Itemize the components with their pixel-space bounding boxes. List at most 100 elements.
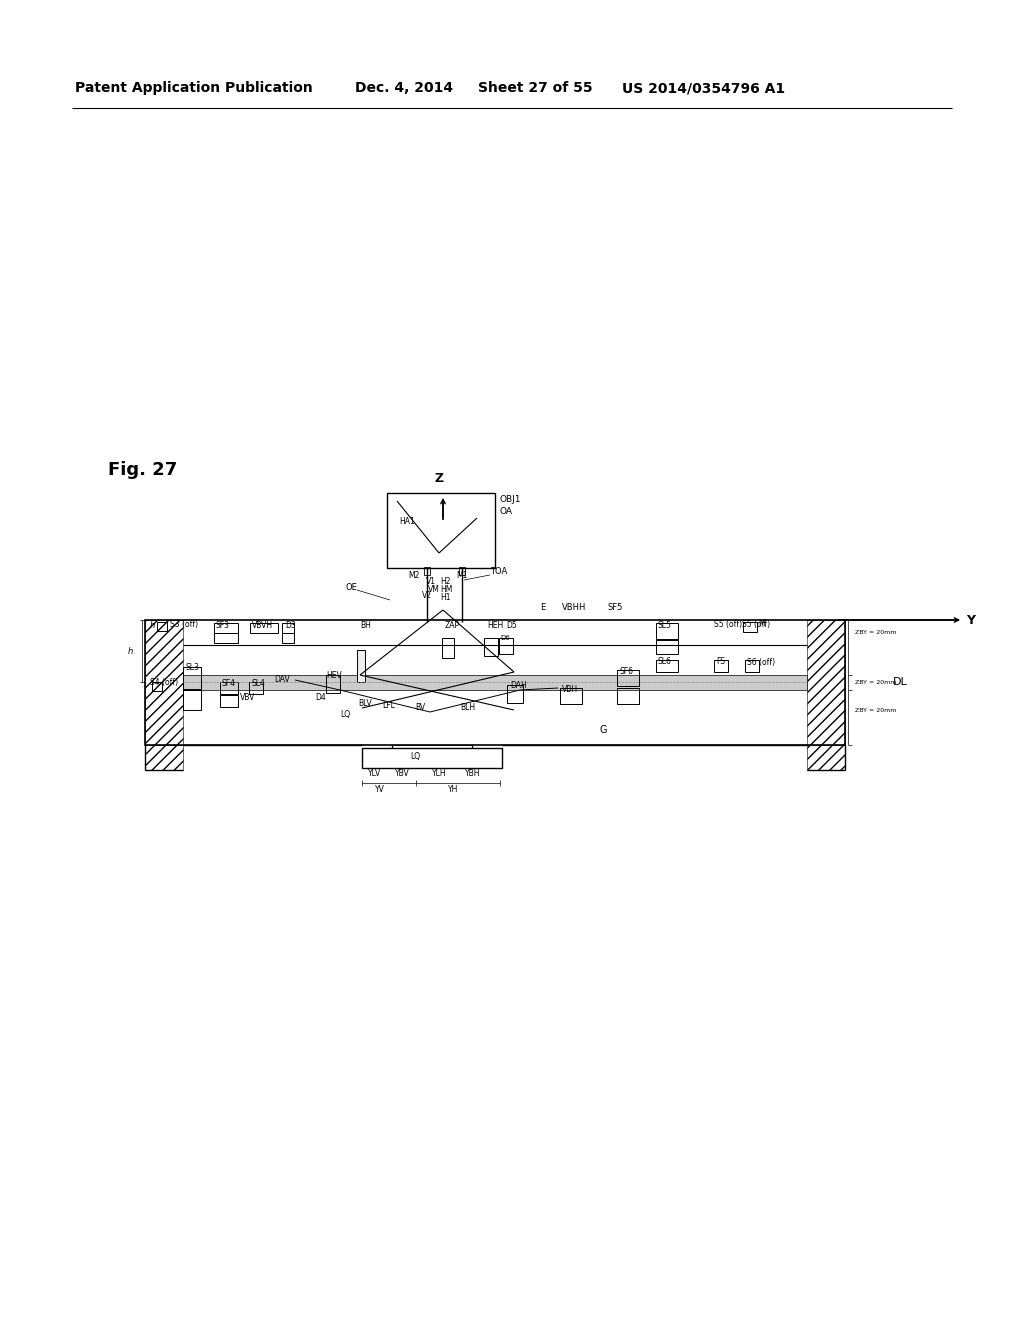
Text: VBVH: VBVH: [252, 620, 273, 630]
Bar: [459, 568, 465, 576]
Text: SF6: SF6: [618, 667, 633, 676]
Text: LQ: LQ: [410, 751, 420, 760]
Text: S5 (off): S5 (off): [742, 619, 770, 628]
Text: h: h: [150, 620, 156, 630]
Text: S6 (off): S6 (off): [746, 657, 775, 667]
Text: H2: H2: [440, 578, 451, 586]
Text: OBJ1: OBJ1: [499, 495, 520, 503]
Bar: [183, 675, 807, 690]
Text: DAV: DAV: [274, 676, 290, 685]
Text: SL4: SL4: [251, 678, 265, 688]
Text: h: h: [127, 647, 133, 656]
Text: Dec. 4, 2014: Dec. 4, 2014: [355, 81, 454, 95]
Text: SL3: SL3: [185, 664, 199, 672]
Text: SF5: SF5: [608, 602, 624, 611]
Bar: [656, 660, 678, 672]
Text: FS: FS: [716, 657, 725, 667]
Text: Sheet 27 of 55: Sheet 27 of 55: [478, 81, 593, 95]
Text: YBV: YBV: [395, 768, 410, 777]
Text: SF4: SF4: [222, 678, 236, 688]
Bar: [714, 660, 728, 672]
Text: D4: D4: [315, 693, 326, 702]
Bar: [424, 568, 430, 576]
Bar: [183, 667, 201, 689]
Text: YV: YV: [375, 785, 385, 795]
Bar: [656, 640, 678, 653]
Text: SL6: SL6: [658, 657, 672, 667]
Text: SF3: SF3: [216, 620, 230, 630]
Bar: [214, 634, 238, 643]
Text: M2: M2: [408, 570, 420, 579]
Text: Fig. 27: Fig. 27: [108, 461, 177, 479]
Text: DAH: DAH: [510, 681, 526, 690]
Text: VM: VM: [428, 586, 440, 594]
Text: OA: OA: [499, 507, 512, 516]
Text: M1: M1: [456, 570, 467, 579]
Bar: [220, 696, 238, 708]
Text: YH: YH: [449, 785, 459, 795]
Text: US 2014/0354796 A1: US 2014/0354796 A1: [622, 81, 785, 95]
Text: ZBY = 20mm: ZBY = 20mm: [855, 681, 896, 685]
Bar: [249, 682, 263, 694]
Text: HM: HM: [440, 585, 453, 594]
Text: ZAP: ZAP: [445, 620, 460, 630]
Bar: [745, 660, 759, 672]
Text: VBH: VBH: [562, 685, 579, 693]
Bar: [220, 682, 238, 694]
Text: SL5: SL5: [658, 620, 672, 630]
Text: YLV: YLV: [368, 768, 381, 777]
Text: S3 (off): S3 (off): [170, 619, 198, 628]
Text: S5 (off): S5 (off): [714, 619, 742, 628]
Text: HEV: HEV: [326, 672, 342, 681]
Bar: [617, 688, 639, 704]
Bar: [357, 649, 365, 682]
Text: HEH: HEH: [487, 620, 503, 630]
Text: BV: BV: [415, 704, 425, 713]
Text: ZBY = 20mm: ZBY = 20mm: [855, 630, 896, 635]
Text: S4 (off): S4 (off): [150, 677, 178, 686]
Bar: [507, 685, 523, 704]
Text: DL: DL: [893, 677, 907, 686]
Text: OE: OE: [346, 583, 357, 593]
Bar: [282, 623, 294, 634]
Bar: [214, 623, 238, 634]
Text: E: E: [540, 602, 545, 611]
Text: HA1: HA1: [399, 516, 415, 525]
Text: BLH: BLH: [460, 704, 475, 713]
Text: YLH: YLH: [432, 768, 446, 777]
Bar: [656, 623, 678, 639]
Text: YBH: YBH: [465, 768, 480, 777]
Bar: [157, 622, 167, 631]
Text: LQ: LQ: [340, 710, 350, 718]
Bar: [326, 675, 340, 693]
Bar: [499, 638, 513, 653]
Bar: [145, 744, 183, 770]
Bar: [484, 638, 498, 656]
Text: V1: V1: [426, 578, 436, 586]
Bar: [560, 688, 582, 704]
Bar: [807, 620, 845, 744]
Text: M: M: [758, 619, 765, 628]
Bar: [617, 671, 639, 686]
Text: G: G: [600, 725, 607, 735]
Text: BH: BH: [360, 620, 371, 630]
Bar: [183, 690, 201, 710]
Text: VBV: VBV: [240, 693, 255, 702]
Text: ZBY = 20mm: ZBY = 20mm: [855, 708, 896, 713]
Text: D6: D6: [500, 635, 510, 642]
Bar: [743, 622, 757, 632]
Text: Y: Y: [966, 615, 975, 627]
Bar: [387, 492, 495, 568]
Bar: [282, 634, 294, 643]
Text: D5: D5: [506, 620, 517, 630]
Bar: [250, 623, 278, 634]
Bar: [145, 620, 183, 744]
Text: V2: V2: [422, 591, 432, 601]
Text: BLV: BLV: [358, 700, 372, 709]
Bar: [152, 682, 162, 690]
Text: D3: D3: [285, 620, 296, 630]
Bar: [145, 620, 845, 744]
Text: Patent Application Publication: Patent Application Publication: [75, 81, 312, 95]
Text: VBHH: VBHH: [562, 602, 587, 611]
Text: Z: Z: [434, 471, 443, 484]
